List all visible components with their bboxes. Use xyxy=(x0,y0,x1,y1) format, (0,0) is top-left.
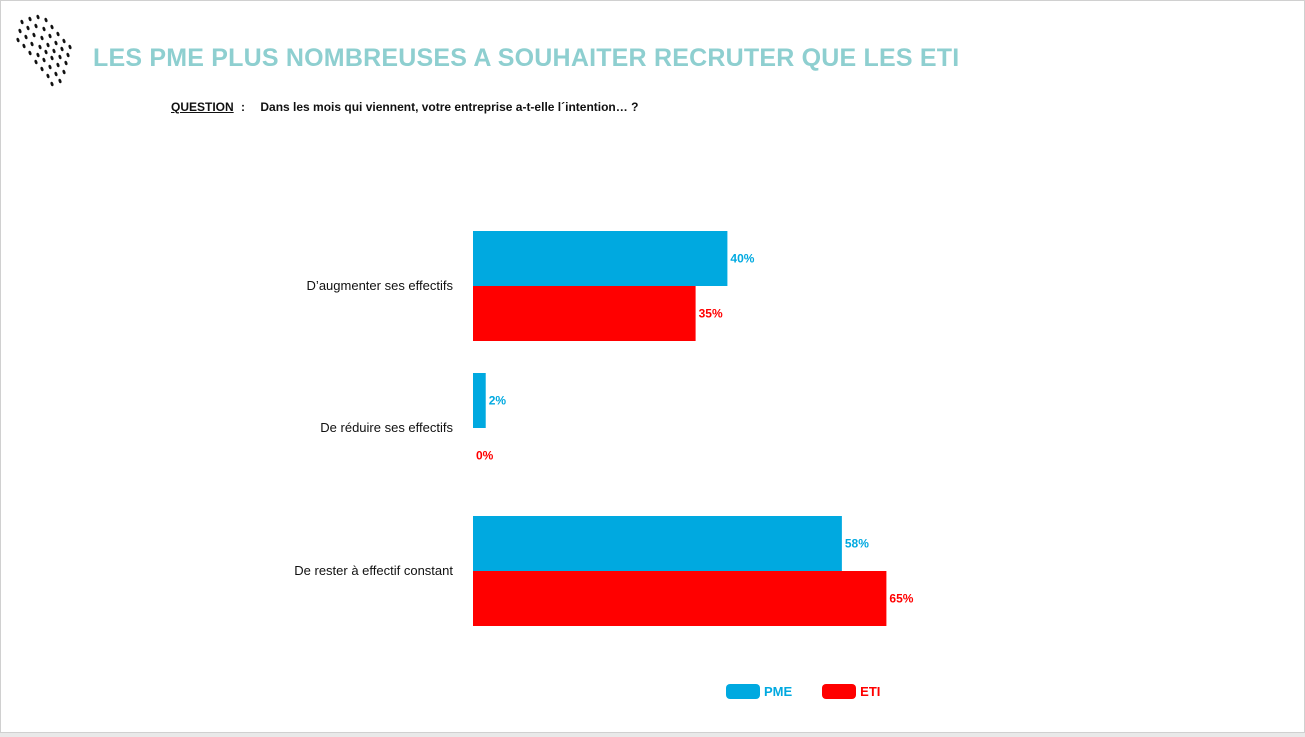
category-label: De réduire ses effectifs xyxy=(320,420,453,435)
question-text: Dans les mois qui viennent, votre entrep… xyxy=(260,100,639,114)
logo-dot xyxy=(28,16,32,22)
logo-dot xyxy=(54,40,58,46)
logo-dot xyxy=(34,23,38,29)
logo-dot xyxy=(34,59,38,65)
logo-dot xyxy=(58,78,62,84)
logo-dot xyxy=(46,73,50,79)
bar-pme xyxy=(473,231,728,286)
logo-dot xyxy=(54,71,58,77)
category-label: D’augmenter ses effectifs xyxy=(307,278,454,293)
logo-dot xyxy=(22,43,26,49)
logo-dot xyxy=(16,37,20,43)
logo-dot xyxy=(20,19,24,25)
logo-dot xyxy=(64,60,68,66)
logo-dot xyxy=(38,44,42,50)
logo-dot xyxy=(56,62,60,68)
logo-dot xyxy=(56,31,60,37)
question-separator: : xyxy=(241,100,246,114)
logo-dot xyxy=(42,57,46,63)
bar-pme xyxy=(473,516,842,571)
legend-item-pme: PME xyxy=(726,683,793,699)
legend-label-eti: ETI xyxy=(860,683,881,699)
logo-dot xyxy=(52,48,56,54)
bar-pme xyxy=(473,373,486,428)
logo-dot xyxy=(62,38,66,44)
logo-dot xyxy=(24,34,28,40)
slide-bottom-strip xyxy=(0,733,1305,737)
logo-dot xyxy=(42,26,46,32)
category-label: De rester à effectif constant xyxy=(294,563,453,578)
logo-dot xyxy=(30,41,34,47)
chart-legend: PME ETI xyxy=(726,682,910,700)
logo-dot xyxy=(36,14,40,20)
legend-swatch-pme xyxy=(726,683,760,699)
logo-dot xyxy=(60,46,64,52)
question-line: QUESTION : Dans les mois qui viennent, v… xyxy=(171,100,638,114)
logo-dot xyxy=(44,17,48,23)
logo-dot xyxy=(28,50,32,56)
logo-dot xyxy=(40,66,44,72)
logo-dot xyxy=(50,55,54,61)
data-label-eti: 65% xyxy=(889,592,913,606)
data-label-pme: 58% xyxy=(845,537,869,551)
page-title: LES PME PLUS NOMBREUSES A SOUHAITER RECR… xyxy=(93,44,960,72)
logo-dot xyxy=(50,24,54,30)
data-label-eti: 35% xyxy=(699,307,723,321)
bar-eti xyxy=(473,571,887,626)
legend-label-pme: PME xyxy=(764,683,793,699)
data-label-pme: 2% xyxy=(489,394,507,408)
data-label-pme: 40% xyxy=(730,252,754,266)
legend-item-eti: ETI xyxy=(822,683,881,699)
logo-dot xyxy=(68,44,72,50)
logo-dot xyxy=(62,69,66,75)
bar-eti xyxy=(473,286,696,341)
logo-dot xyxy=(50,81,54,87)
logo-dot xyxy=(46,42,50,48)
logo-dot xyxy=(58,54,62,60)
logo-dot xyxy=(48,64,52,70)
logo-dot xyxy=(48,33,52,39)
logo-dot xyxy=(26,25,30,31)
logo-dot xyxy=(36,52,40,58)
logo-dot xyxy=(32,32,36,38)
logo-dot xyxy=(66,52,70,58)
data-label-eti: 0% xyxy=(476,449,494,463)
question-label: QUESTION xyxy=(171,100,234,114)
logo-dot xyxy=(44,49,48,55)
logo-dot xyxy=(40,35,44,41)
logo-dot xyxy=(18,28,22,34)
dotted-rain-icon xyxy=(16,14,72,87)
legend-swatch-eti xyxy=(822,683,857,699)
